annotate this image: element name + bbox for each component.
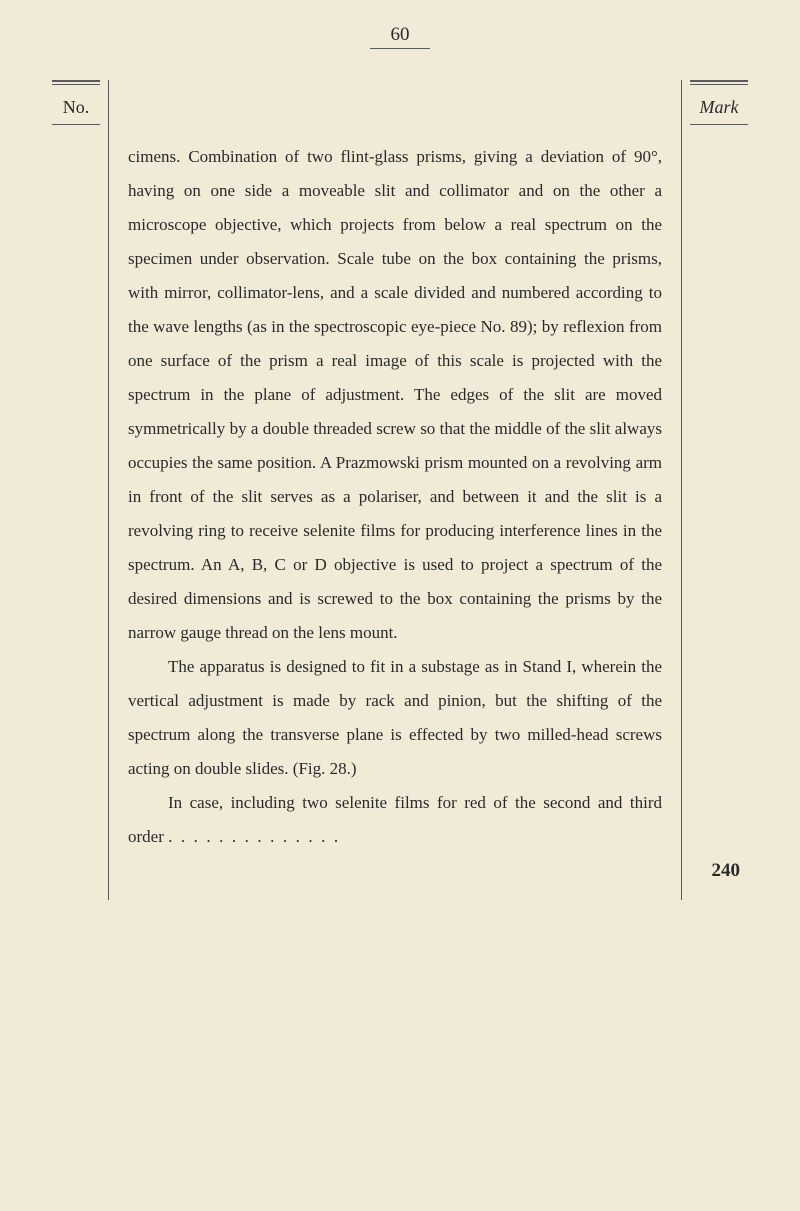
- paragraph-2: The apparatus is designed to fit in a su…: [128, 650, 662, 786]
- page-number: 60: [391, 24, 410, 46]
- header-rule: [690, 124, 748, 125]
- header-rule: [52, 84, 100, 85]
- column-divider-left: [108, 80, 109, 900]
- dotted-leader: . . . . . . . . . . . . . .: [168, 827, 338, 846]
- header-rule: [690, 84, 748, 85]
- no-column-label: No.: [52, 97, 100, 124]
- price-value: 240: [712, 860, 741, 882]
- paragraph-3: In case, including two selenite films fo…: [128, 786, 662, 854]
- header-rule: [690, 80, 748, 82]
- right-margin-header: Mark: [690, 80, 748, 125]
- paragraph-1: cimens. Combination of two flint-glass p…: [128, 140, 662, 650]
- header-rule: [52, 80, 100, 82]
- page-number-underline: [370, 48, 430, 49]
- mark-column-label: Mark: [690, 97, 748, 124]
- header-rule: [52, 124, 100, 125]
- left-margin-header: No.: [52, 80, 100, 125]
- column-divider-right: [681, 80, 682, 900]
- main-text-content: cimens. Combination of two flint-glass p…: [128, 140, 662, 854]
